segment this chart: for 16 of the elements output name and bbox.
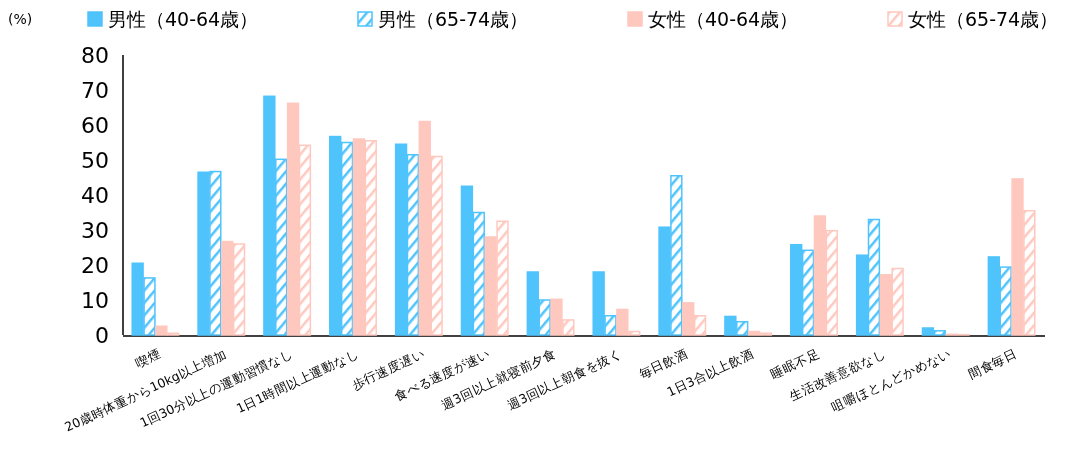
legend-label: 女性（65-74歳） xyxy=(908,8,1059,30)
legend-label: 男性（40-64歳） xyxy=(108,8,259,30)
x-tick-label: 間食毎日 xyxy=(965,346,1020,382)
y-tick-label: 60 xyxy=(81,113,109,138)
x-tick-label: 喫煙 xyxy=(133,346,164,371)
legend-label: 男性（65-74歳） xyxy=(378,8,529,30)
y-tick-label: 80 xyxy=(81,43,109,68)
y-tick-label: 50 xyxy=(81,148,109,173)
y-tick-label: 70 xyxy=(81,78,109,103)
y-tick-label: 10 xyxy=(81,288,109,313)
y-tick-label: 30 xyxy=(81,218,109,243)
y-tick-label: 0 xyxy=(95,323,109,348)
y-tick-label: 20 xyxy=(81,253,109,278)
legend-label: 女性（40-64歳） xyxy=(648,8,799,30)
y-axis-title: (%) xyxy=(8,11,33,27)
y-tick-label: 40 xyxy=(81,183,109,208)
